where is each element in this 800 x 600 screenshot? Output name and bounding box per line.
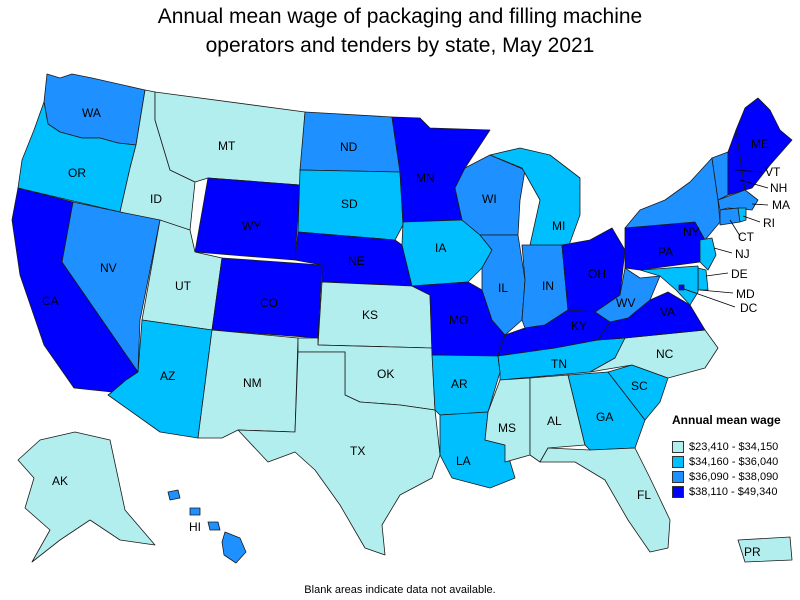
- legend-title: Annual mean wage: [672, 413, 781, 427]
- label-IA: IA: [435, 241, 446, 255]
- label-DE: DE: [731, 267, 748, 281]
- label-MA: MA: [772, 198, 790, 212]
- state-NV: [61, 201, 161, 373]
- state-FL: [539, 447, 671, 553]
- label-VA: VA: [660, 305, 675, 319]
- label-AK: AK: [52, 474, 68, 488]
- state-SD: [297, 169, 404, 241]
- legend-label-bin-3: $36,090 - $38,090: [689, 470, 779, 483]
- state-CT: [719, 207, 741, 226]
- label-MS: MS: [498, 421, 516, 435]
- label-IL: IL: [498, 281, 508, 295]
- state-HI: [221, 531, 247, 564]
- legend: Annual mean wage $23,410 - $34,150 $34,1…: [672, 413, 800, 499]
- state-TX: [237, 351, 441, 556]
- label-NY: NY: [683, 225, 700, 239]
- state-PR: [737, 536, 793, 563]
- legend-label-bin-1: $23,410 - $34,150: [689, 440, 779, 453]
- label-FL: FL: [637, 488, 651, 502]
- label-DC: DC: [740, 301, 758, 315]
- label-MD: MD: [736, 287, 755, 301]
- state-MS: [484, 377, 531, 463]
- label-RI: RI: [763, 216, 775, 230]
- label-OH: OH: [588, 267, 606, 281]
- state-HI-kauai: [167, 489, 181, 501]
- state-HI-oahu: [189, 507, 201, 516]
- legend-swatch-bin-2: [672, 455, 684, 468]
- label-NM: NM: [243, 376, 262, 390]
- label-AL: AL: [547, 414, 562, 428]
- label-UT: UT: [175, 279, 192, 293]
- label-PA: PA: [658, 245, 673, 259]
- state-HI-maui: [207, 521, 221, 531]
- state-MD: [639, 265, 699, 306]
- legend-label-bin-4: $38,110 - $49,340: [689, 485, 778, 498]
- label-WI: WI: [482, 192, 497, 206]
- state-RI: [737, 207, 747, 223]
- label-CA: CA: [42, 294, 59, 308]
- label-SD: SD: [341, 197, 358, 211]
- label-NJ: NJ: [735, 247, 750, 261]
- label-MN: MN: [416, 171, 435, 185]
- label-TN: TN: [551, 357, 567, 371]
- label-WA: WA: [82, 106, 101, 120]
- legend-row-bin-2: $34,160 - $36,040: [672, 454, 800, 469]
- title-line-1: Annual mean wage of packaging and fillin…: [157, 5, 643, 28]
- map-title: Annual mean wage of packaging and fillin…: [0, 2, 800, 60]
- label-SC: SC: [631, 379, 648, 393]
- legend-row-bin-3: $36,090 - $38,090: [672, 469, 800, 484]
- legend-swatch-bin-4: [672, 485, 684, 498]
- state-HI-islands: [167, 489, 247, 564]
- label-AR: AR: [451, 377, 468, 391]
- label-KY: KY: [571, 319, 587, 333]
- label-OK: OK: [377, 367, 394, 381]
- label-leader-lines: [683, 169, 769, 308]
- label-AZ: AZ: [160, 369, 175, 383]
- state-IL: [479, 234, 526, 336]
- label-TX: TX: [350, 444, 365, 458]
- footnote: Blank areas indicate data not available.: [304, 584, 496, 596]
- label-NV: NV: [100, 261, 117, 275]
- label-KS: KS: [362, 308, 378, 322]
- legend-row-bin-4: $38,110 - $49,340: [672, 484, 800, 499]
- state-DC: [678, 284, 685, 291]
- title-line-2: operators and tenders by state, May 2021: [205, 34, 595, 57]
- legend-swatch-bin-1: [672, 440, 684, 453]
- state-DE: [697, 267, 709, 291]
- state-ME: [735, 97, 793, 191]
- state-labels: WA OR CA ID NV MT WY UT AZ CO NM ND SD N…: [42, 106, 790, 559]
- label-VT: VT: [765, 165, 781, 179]
- state-SC: [607, 364, 669, 421]
- label-CT: CT: [738, 230, 755, 244]
- label-OR: OR: [68, 166, 86, 180]
- label-NE: NE: [348, 254, 365, 268]
- label-WY: WY: [242, 219, 261, 233]
- legend-row-bin-1: $23,410 - $34,150: [672, 439, 800, 454]
- label-IN: IN: [542, 279, 554, 293]
- state-AK: [17, 431, 156, 563]
- label-ID: ID: [150, 192, 162, 206]
- label-HI: HI: [189, 520, 201, 534]
- label-ND: ND: [340, 140, 358, 154]
- legend-swatch-bin-3: [672, 470, 684, 483]
- label-NH: NH: [770, 181, 787, 195]
- label-CO: CO: [260, 296, 278, 310]
- label-NC: NC: [656, 347, 674, 361]
- label-MO: MO: [449, 313, 468, 327]
- state-MI: [489, 147, 581, 249]
- state-WI: [454, 154, 526, 236]
- label-ME: ME: [751, 137, 769, 151]
- state-NJ: [699, 237, 717, 271]
- legend-label-bin-2: $34,160 - $36,040: [689, 455, 779, 468]
- label-MT: MT: [218, 139, 236, 153]
- label-MI: MI: [552, 219, 565, 233]
- label-LA: LA: [456, 454, 471, 468]
- label-WV: WV: [616, 296, 635, 310]
- label-PR: PR: [744, 545, 761, 559]
- label-GA: GA: [596, 410, 613, 424]
